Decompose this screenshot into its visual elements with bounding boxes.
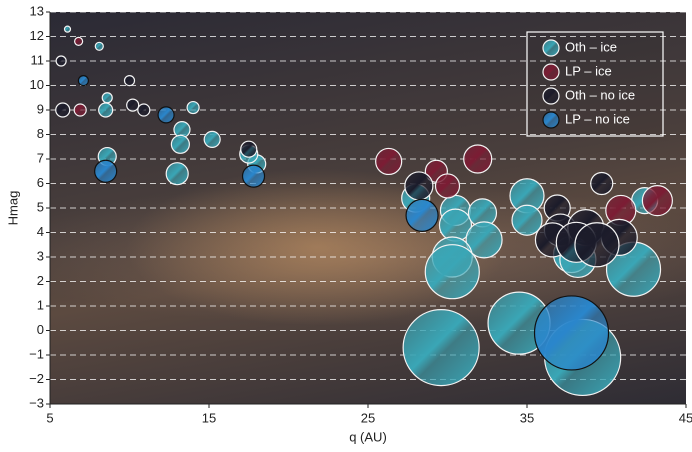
y-tick-label: 11 [31,52,45,67]
y-tick-label: 1 [37,297,44,312]
bubble [405,198,439,232]
bubble [123,74,136,87]
y-tick-label: 5 [37,199,44,214]
bubble [574,222,620,268]
bubble [590,171,614,196]
bubble [137,103,151,117]
bubble [240,140,258,158]
y-tick-label: 3 [37,248,44,263]
bubble [98,102,114,118]
y-tick-label: 10 [30,77,44,92]
x-tick-label: 5 [46,410,53,425]
y-tick-label: 8 [37,126,44,141]
bubble [424,244,480,300]
y-tick-label: 12 [30,28,44,43]
bubble [63,25,72,33]
y-axis-label: Hmag [5,191,20,226]
bubble [157,106,175,124]
x-tick-label: 35 [520,410,534,425]
legend-label: Oth – no ice [565,87,635,102]
bubble [402,309,480,387]
y-tick-label: 7 [37,150,44,165]
bubble [101,92,113,104]
legend-label: Oth – ice [565,39,617,54]
bubble [404,171,434,201]
legend-label: LP – no ice [565,111,630,126]
x-axis-label: q (AU) [349,429,387,444]
bubble [77,74,89,87]
x-tick-label: 15 [202,410,216,425]
bubble [73,103,87,117]
y-tick-label: 6 [37,175,44,190]
bubble [55,102,71,118]
bubble [533,295,610,371]
bubble [241,164,266,188]
legend-marker [542,63,560,81]
legend-label: LP – ice [565,63,612,78]
y-tick-label: 13 [30,3,44,18]
bubble [511,204,543,236]
legend-marker [542,87,560,105]
bubble [94,159,118,183]
y-tick-label: −1 [29,346,44,361]
legend-marker [542,111,560,129]
y-tick-label: 0 [37,322,44,337]
y-tick-label: 4 [37,224,44,239]
bubble [641,185,673,217]
bubble [55,55,67,67]
bubble [434,173,461,199]
y-tick-label: 9 [37,101,44,116]
bubble [186,100,200,115]
bubble [94,41,104,51]
bubble [126,98,140,112]
bubble [203,130,221,148]
y-tick-label: 2 [37,273,44,288]
bubble [463,144,493,174]
y-tick-label: −3 [29,395,44,410]
bubble [165,162,189,186]
bubble [375,147,403,176]
bubble [74,36,84,47]
x-tick-label: 45 [679,410,692,425]
x-tick-label: 25 [361,410,375,425]
y-tick-label: −2 [29,371,44,386]
bubble [170,134,190,154]
bubble [465,221,503,259]
legend-marker [542,39,560,57]
